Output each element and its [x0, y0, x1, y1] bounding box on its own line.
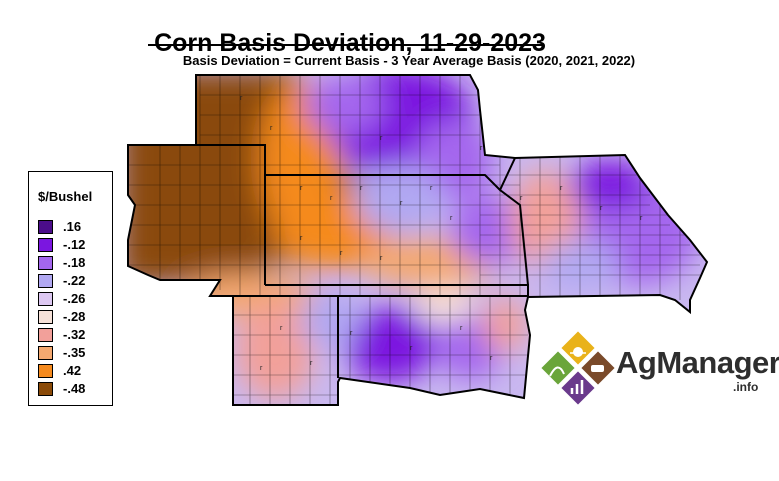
bar-chart-icon: [570, 380, 584, 394]
svg-text:ᴦ: ᴦ: [410, 345, 413, 352]
svg-text:ᴦ: ᴦ: [380, 135, 383, 142]
svg-text:ᴦ: ᴦ: [300, 185, 303, 192]
svg-text:ᴦ: ᴦ: [330, 195, 333, 202]
svg-text:ᴦ: ᴦ: [560, 185, 563, 192]
legend-swatch: [38, 364, 53, 378]
legend-label: .42: [63, 363, 82, 378]
map-title: Corn Basis Deviation, 11-29-2023: [154, 28, 546, 57]
svg-text:ᴦ: ᴦ: [430, 185, 433, 192]
svg-text:ᴦ: ᴦ: [520, 195, 523, 202]
svg-text:ᴦ: ᴦ: [480, 145, 483, 152]
legend-title: $/Bushel: [38, 189, 93, 204]
legend-swatch: [38, 256, 53, 270]
legend-label: -.26: [63, 291, 86, 306]
legend-label: -.12: [63, 237, 86, 252]
svg-text:ᴦ: ᴦ: [340, 250, 343, 257]
legend-swatch: [38, 382, 53, 396]
svg-text:ᴦ: ᴦ: [240, 95, 243, 102]
legend-swatch: [38, 238, 53, 252]
title-underline: [148, 44, 544, 46]
logo-suffix: .info: [733, 380, 759, 394]
legend-label: -.48: [63, 381, 86, 396]
svg-text:ᴦ: ᴦ: [400, 200, 403, 207]
svg-text:ᴦ: ᴦ: [260, 365, 263, 372]
legend-label: .16: [63, 219, 82, 234]
svg-text:ᴦ: ᴦ: [310, 360, 313, 367]
legend-label: -.22: [63, 273, 86, 288]
svg-text:ᴦ: ᴦ: [350, 330, 353, 337]
wheat-icon: [549, 366, 565, 377]
legend-label: -.18: [63, 255, 86, 270]
legend: $/Bushel .16 -.12 -.18 -.22 -.26 -.28 -.…: [28, 171, 113, 406]
legend-swatch: [38, 328, 53, 342]
svg-text:ᴦ: ᴦ: [600, 205, 603, 212]
legend-swatch: [38, 346, 53, 360]
state-borders: [127, 74, 709, 406]
legend-swatch: [38, 310, 53, 324]
svg-text:ᴦ: ᴦ: [300, 235, 303, 242]
agmanager-logo-mark: [538, 328, 618, 408]
legend-label: -.32: [63, 327, 86, 342]
cattle-icon: [591, 365, 604, 372]
svg-text:ᴦ: ᴦ: [280, 325, 283, 332]
logo-wordmark: AgManager: [616, 345, 779, 380]
svg-text:ᴦ: ᴦ: [450, 215, 453, 222]
legend-swatch: [38, 292, 53, 306]
elevator-markers: ᴦ ᴦ ᴦ ᴦ ᴦ ᴦ ᴦ ᴦ ᴦ ᴦ ᴦ ᴦ ᴦ ᴦ ᴦ ᴦ ᴦ ᴦ ᴦ ᴦ ᴦ ᴦ ᴦ ᴦ: [240, 95, 643, 372]
svg-text:ᴦ: ᴦ: [270, 125, 273, 132]
svg-text:ᴦ: ᴦ: [460, 325, 463, 332]
svg-text:ᴦ: ᴦ: [490, 355, 493, 362]
svg-text:ᴦ: ᴦ: [380, 255, 383, 262]
sun-icon: [573, 347, 583, 357]
map-subtitle: Basis Deviation = Current Basis - 3 Year…: [182, 53, 636, 68]
county-grid: [128, 75, 700, 405]
legend-swatch: [38, 220, 53, 234]
svg-text:ᴦ: ᴦ: [360, 185, 363, 192]
legend-swatch: [38, 274, 53, 288]
agmanager-logo: AgManager .info: [538, 328, 779, 408]
legend-label: -.35: [63, 345, 86, 360]
legend-label: -.28: [63, 309, 86, 324]
svg-text:ᴦ: ᴦ: [640, 215, 643, 222]
